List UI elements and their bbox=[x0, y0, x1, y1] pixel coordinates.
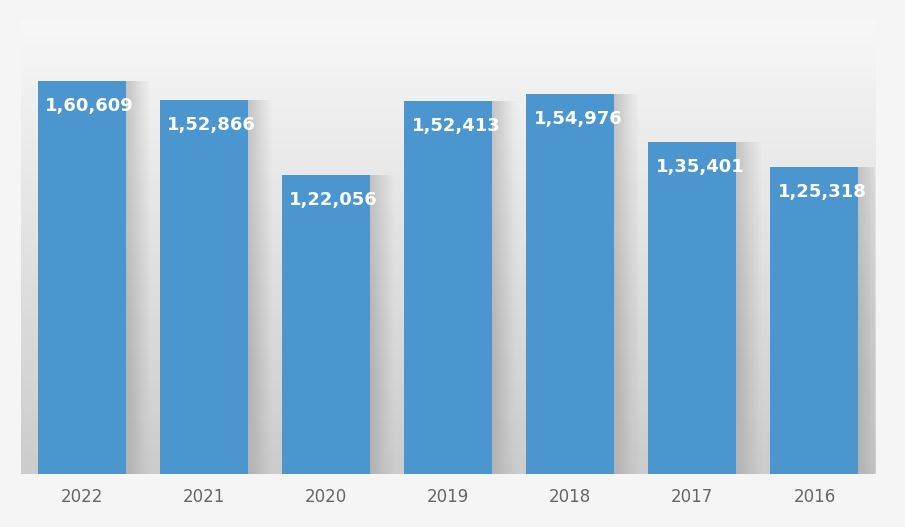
Bar bbox=[407, 101, 496, 475]
Bar bbox=[783, 167, 874, 478]
Bar bbox=[421, 101, 514, 479]
Bar bbox=[536, 94, 626, 477]
Bar bbox=[538, 94, 631, 478]
Bar bbox=[52, 81, 144, 479]
Bar bbox=[416, 101, 509, 478]
Bar bbox=[663, 142, 757, 479]
Bar bbox=[775, 167, 864, 476]
Bar bbox=[49, 81, 140, 477]
Bar bbox=[532, 94, 623, 476]
Bar bbox=[169, 100, 260, 477]
Bar bbox=[174, 100, 266, 479]
Bar bbox=[659, 142, 750, 477]
Bar bbox=[531, 94, 620, 476]
Text: 1,54,976: 1,54,976 bbox=[534, 110, 623, 129]
Bar bbox=[178, 100, 272, 480]
Bar bbox=[662, 142, 755, 479]
Bar bbox=[774, 167, 862, 475]
Bar bbox=[167, 100, 256, 476]
Bar bbox=[414, 101, 504, 477]
Bar bbox=[418, 101, 510, 479]
Bar bbox=[409, 101, 498, 476]
Bar bbox=[658, 142, 748, 477]
Bar bbox=[405, 101, 494, 475]
Bar bbox=[56, 81, 150, 480]
Text: 1,25,318: 1,25,318 bbox=[777, 183, 867, 201]
Bar bbox=[527, 94, 614, 474]
Bar bbox=[160, 100, 248, 474]
Bar bbox=[290, 175, 380, 476]
Bar bbox=[410, 101, 500, 476]
Bar bbox=[652, 142, 740, 475]
Bar bbox=[419, 101, 512, 479]
Bar bbox=[43, 81, 132, 476]
Bar bbox=[534, 94, 624, 476]
Bar bbox=[44, 81, 134, 476]
Bar bbox=[785, 167, 877, 479]
Bar bbox=[176, 100, 271, 479]
Bar bbox=[41, 81, 130, 475]
Bar bbox=[412, 101, 502, 476]
Bar bbox=[654, 142, 745, 476]
Bar bbox=[650, 142, 738, 475]
Bar bbox=[293, 175, 385, 477]
Bar bbox=[167, 100, 258, 476]
Bar bbox=[53, 81, 147, 479]
Bar bbox=[45, 81, 136, 476]
Bar bbox=[661, 142, 753, 478]
Bar bbox=[172, 100, 264, 478]
Bar bbox=[545, 94, 639, 480]
Bar bbox=[50, 81, 142, 478]
Bar bbox=[772, 167, 861, 475]
Bar bbox=[291, 175, 382, 477]
Bar bbox=[779, 167, 871, 477]
Bar bbox=[781, 167, 872, 477]
Bar bbox=[176, 100, 268, 479]
Bar bbox=[789, 167, 882, 480]
Bar bbox=[299, 175, 393, 479]
Bar bbox=[163, 100, 252, 475]
Bar bbox=[529, 94, 618, 475]
Bar bbox=[54, 81, 148, 479]
Bar bbox=[656, 142, 747, 476]
Text: 1,35,401: 1,35,401 bbox=[656, 158, 745, 177]
Text: 1,22,056: 1,22,056 bbox=[290, 191, 378, 209]
Bar bbox=[300, 175, 395, 480]
Bar bbox=[776, 167, 866, 476]
Bar bbox=[778, 167, 869, 476]
Bar bbox=[786, 167, 879, 479]
Bar bbox=[405, 101, 492, 474]
Bar bbox=[38, 81, 126, 474]
Bar bbox=[294, 175, 386, 478]
Bar bbox=[283, 175, 372, 475]
Bar bbox=[298, 175, 390, 479]
Bar bbox=[665, 142, 758, 479]
Bar bbox=[653, 142, 742, 476]
Bar bbox=[40, 81, 128, 475]
Bar bbox=[528, 94, 616, 475]
Text: 1,52,866: 1,52,866 bbox=[167, 115, 256, 133]
Bar bbox=[541, 94, 634, 479]
Bar bbox=[47, 81, 138, 477]
Bar bbox=[288, 175, 378, 476]
Bar bbox=[543, 94, 636, 479]
Bar bbox=[171, 100, 262, 477]
Text: 1,60,609: 1,60,609 bbox=[45, 96, 134, 114]
Bar bbox=[282, 175, 370, 474]
Bar bbox=[770, 167, 858, 474]
Text: 1,52,413: 1,52,413 bbox=[412, 116, 500, 134]
Bar bbox=[423, 101, 517, 480]
Bar bbox=[287, 175, 376, 476]
Bar bbox=[648, 142, 737, 474]
Bar bbox=[285, 175, 374, 475]
Bar bbox=[414, 101, 506, 477]
Bar bbox=[296, 175, 388, 479]
Bar bbox=[165, 100, 254, 476]
Bar bbox=[537, 94, 628, 477]
Bar bbox=[667, 142, 761, 480]
Bar bbox=[161, 100, 250, 475]
Bar bbox=[540, 94, 633, 479]
Bar bbox=[787, 167, 881, 479]
